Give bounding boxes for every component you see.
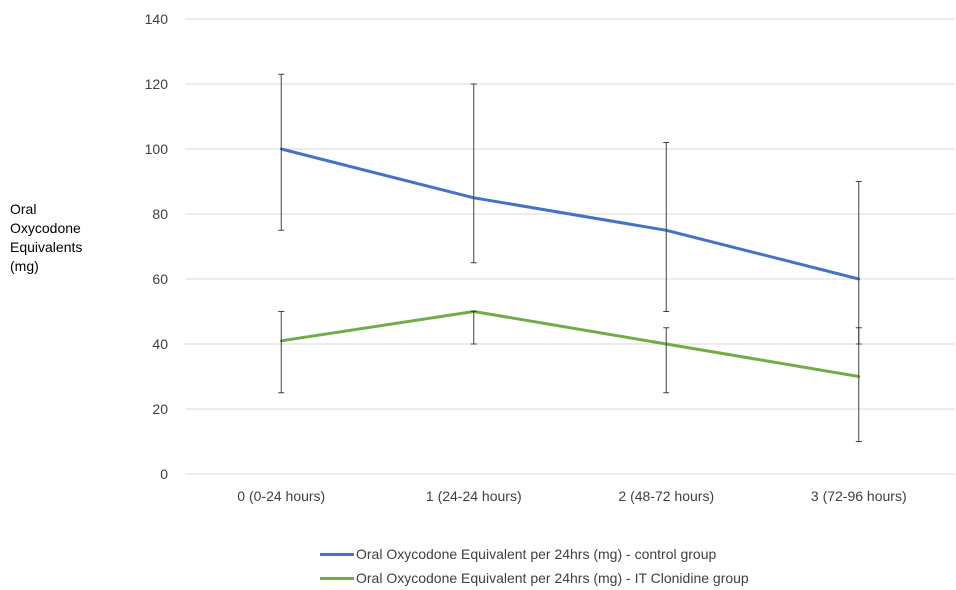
legend-label-clonidine: Oral Oxycodone Equivalent per 24hrs (mg)… xyxy=(356,570,749,586)
x-tick-label-1: 1 (24-24 hours) xyxy=(426,488,522,504)
y-axis-label-line-2: Oxycodone xyxy=(10,220,81,236)
legend-item-clonidine: Oral Oxycodone Equivalent per 24hrs (mg)… xyxy=(320,566,749,590)
y-tick-label-60: 60 xyxy=(152,271,168,287)
legend-label-control: Oral Oxycodone Equivalent per 24hrs (mg)… xyxy=(356,546,717,562)
y-tick-label-100: 100 xyxy=(145,141,169,157)
series-line-control xyxy=(279,147,861,281)
series-line-clonidine xyxy=(279,310,861,378)
x-tick-label-0: 0 (0-24 hours) xyxy=(237,488,325,504)
y-tick-label-20: 20 xyxy=(152,401,168,417)
legend-swatch-control xyxy=(320,552,354,556)
y-tick-label-120: 120 xyxy=(145,76,169,92)
y-tick-label-0: 0 xyxy=(160,466,168,482)
y-tick-label-140: 140 xyxy=(145,11,169,27)
y-axis-label-line-4: (mg) xyxy=(10,258,39,274)
legend-swatch-clonidine xyxy=(320,576,354,580)
legend: Oral Oxycodone Equivalent per 24hrs (mg)… xyxy=(320,542,749,590)
y-tick-label-40: 40 xyxy=(152,336,168,352)
y-axis-label-line-3: Equivalents xyxy=(10,239,83,255)
y-axis-label: Oral Oxycodone Equivalents (mg) xyxy=(10,200,120,276)
legend-item-control: Oral Oxycodone Equivalent per 24hrs (mg)… xyxy=(320,542,749,566)
y-tick-label-80: 80 xyxy=(152,206,168,222)
y-axis-label-line-1: Oral xyxy=(10,201,37,217)
x-tick-label-3: 3 (72-96 hours) xyxy=(811,488,907,504)
x-tick-label-2: 2 (48-72 hours) xyxy=(618,488,714,504)
